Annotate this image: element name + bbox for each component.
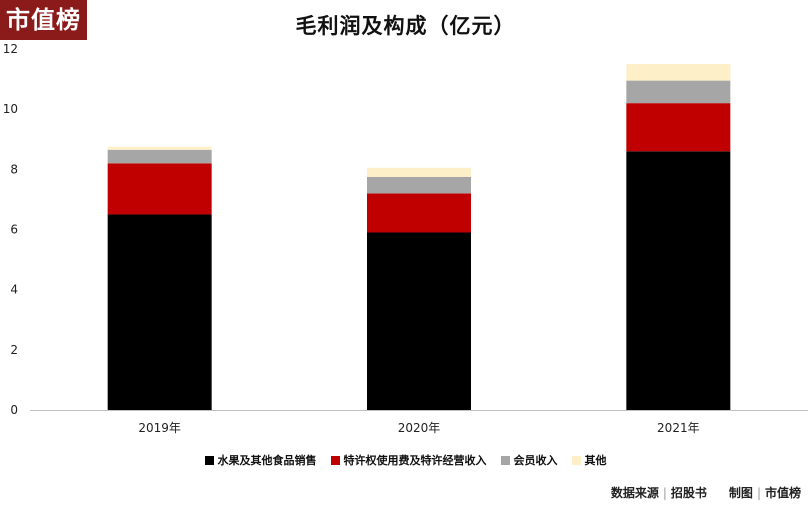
bar-segment: [626, 103, 731, 152]
bar-segment: [107, 149, 212, 164]
bar-segment: [626, 151, 731, 411]
x-tick-label: 2021年: [657, 421, 700, 435]
chart-legend: 水果及其他食品销售 特许权使用费及特许经营收入 会员收入 其他: [0, 452, 811, 468]
y-tick-label: 6: [10, 223, 18, 237]
y-tick-label: 12: [3, 42, 18, 56]
legend-swatch: [330, 455, 340, 465]
source-value: 招股书: [670, 486, 707, 500]
credit-label: 制图: [728, 486, 753, 500]
divider: |: [662, 485, 667, 500]
footer-credits: 数据来源 | 招股书 制图 | 市值榜: [611, 484, 801, 501]
y-tick-label: 8: [10, 162, 18, 176]
bar-segment: [367, 193, 471, 233]
x-tick-label: 2020年: [398, 421, 441, 435]
legend-label: 其他: [584, 454, 607, 467]
legend-item: 水果及其他食品销售: [204, 452, 317, 468]
legend-item: 其他: [571, 452, 607, 468]
y-tick-label: 2: [10, 343, 18, 357]
y-tick-label: 0: [10, 403, 18, 417]
legend-swatch: [571, 455, 581, 465]
y-tick-label: 10: [3, 102, 18, 116]
legend-label: 水果及其他食品销售: [217, 454, 317, 467]
x-tick-label: 2019年: [138, 421, 181, 435]
legend-item: 会员收入: [500, 452, 558, 468]
bar-segment: [107, 163, 212, 215]
bar-segment: [367, 167, 471, 177]
source-label: 数据来源: [610, 486, 659, 500]
chart-title: 毛利润及构成（亿元）: [295, 13, 516, 38]
credit-value: 市值榜: [764, 486, 801, 500]
bar-segment: [626, 64, 731, 81]
legend-swatch: [500, 455, 510, 465]
legend-label: 会员收入: [513, 454, 558, 467]
legend-item: 特许权使用费及特许经营收入: [330, 452, 487, 468]
bar-segment: [626, 80, 731, 104]
brand-logo: 市值榜: [0, 0, 87, 40]
bar-segment: [107, 146, 212, 150]
bar-segment: [367, 232, 471, 410]
y-tick-label: 4: [10, 283, 18, 297]
legend-swatch: [204, 455, 214, 465]
bar-segment: [107, 214, 212, 410]
legend-label: 特许权使用费及特许经营收入: [343, 454, 487, 467]
divider: |: [756, 485, 761, 500]
bar-segment: [367, 176, 471, 194]
